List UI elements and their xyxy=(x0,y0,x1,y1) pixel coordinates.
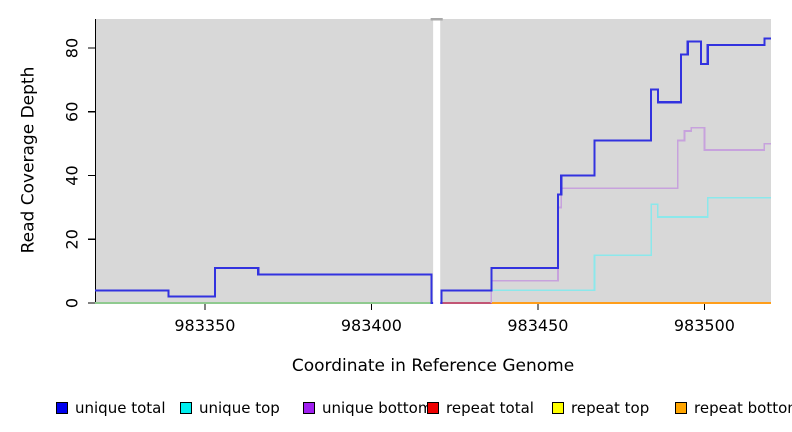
x-tick-label: 983350 xyxy=(174,316,235,335)
legend-label-repeat-top: repeat top xyxy=(571,399,650,417)
gap-mask-cap xyxy=(430,18,443,21)
x-axis-title: Coordinate in Reference Genome xyxy=(291,356,575,376)
legend-swatch-unique-total xyxy=(56,402,68,414)
y-tick-label: 60 xyxy=(63,102,82,122)
legend-item-repeat-top: repeat top xyxy=(552,399,649,417)
legend-swatch-repeat-total xyxy=(427,402,439,414)
legend-item-repeat-total: repeat total xyxy=(427,399,534,417)
legend: unique total unique top unique bottom repea… xyxy=(0,399,792,421)
y-axis-title: Read Coverage Depth xyxy=(18,66,39,254)
legend-label-unique-total: unique total xyxy=(75,399,166,417)
series-line-unique-total xyxy=(95,37,771,305)
y-tick-label: 0 xyxy=(63,298,82,308)
legend-swatch-unique-top xyxy=(180,402,192,414)
legend-label-unique-top: unique top xyxy=(199,399,280,417)
x-tick-label: 983400 xyxy=(341,316,402,335)
legend-swatch-repeat-bottom xyxy=(675,402,687,414)
legend-item-unique-bottom: unique bottom xyxy=(303,399,432,417)
y-tick-label: 20 xyxy=(63,229,82,249)
legend-swatch-unique-bottom xyxy=(303,402,315,414)
legend-item-repeat-bottom: repeat bottom xyxy=(675,399,792,417)
legend-label-repeat-bottom: repeat bottom xyxy=(694,399,792,417)
plot-background xyxy=(95,19,771,304)
series-line-unique-top xyxy=(441,196,771,292)
legend-swatch-repeat-top xyxy=(552,402,564,414)
y-tick-label: 40 xyxy=(63,165,82,185)
legend-label-unique-bottom: unique bottom xyxy=(322,399,433,417)
legend-label-repeat-total: repeat total xyxy=(446,399,534,417)
x-tick-label: 983500 xyxy=(674,316,735,335)
legend-item-unique-total: unique total xyxy=(56,399,166,417)
legend-item-unique-top: unique top xyxy=(180,399,280,417)
y-tick-label: 80 xyxy=(63,38,82,58)
gap-mask xyxy=(433,19,441,306)
x-tick-label: 983450 xyxy=(507,316,568,335)
